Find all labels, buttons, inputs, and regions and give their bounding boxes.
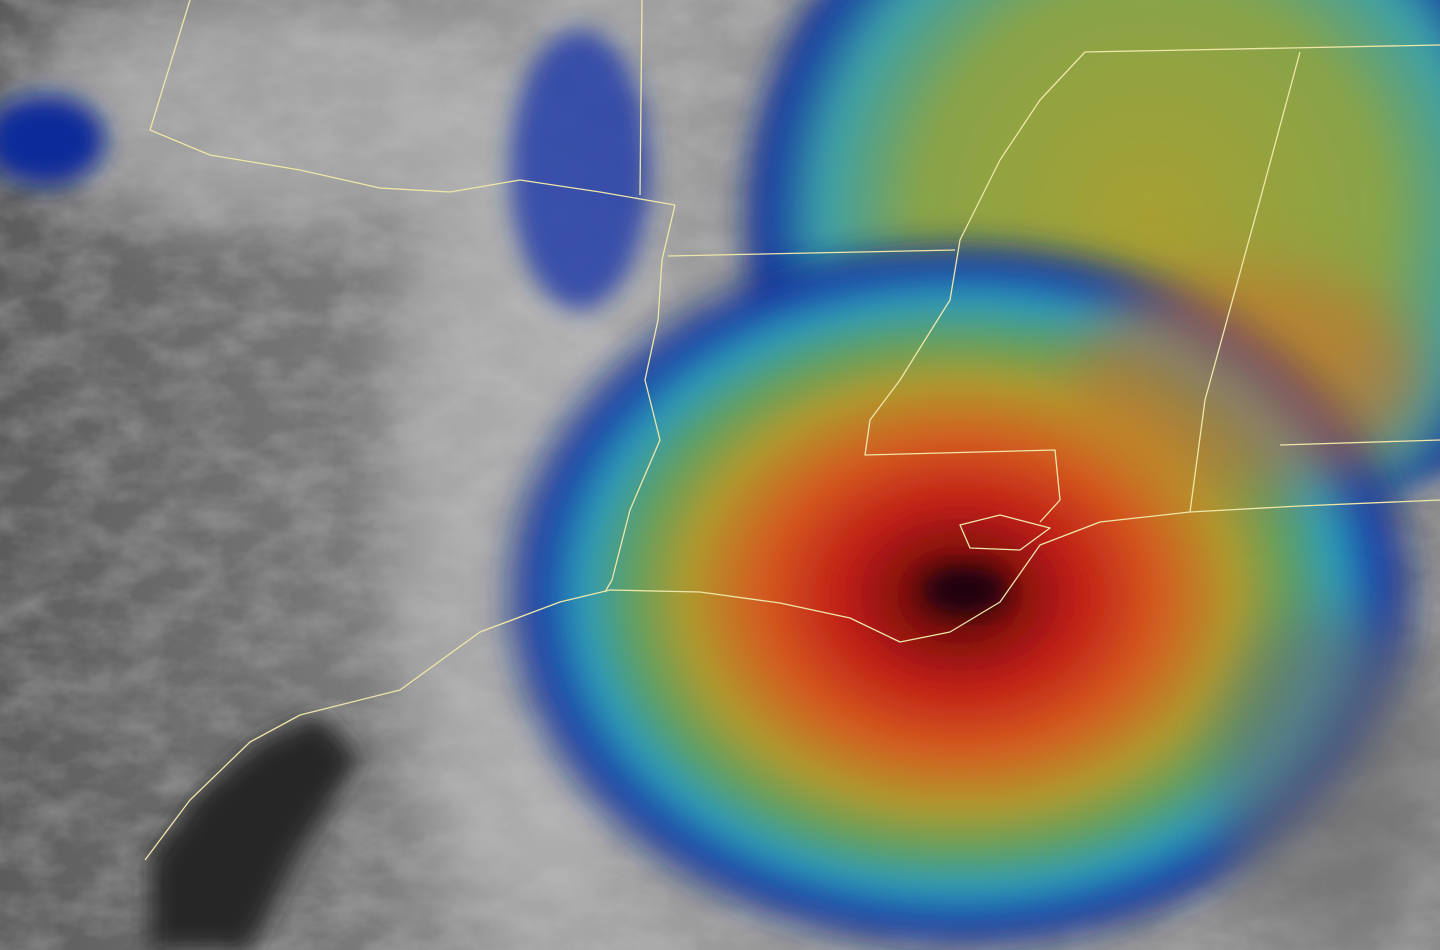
clear-area [1220, 610, 1440, 950]
rain-band [1070, 270, 1430, 490]
border [639, 0, 643, 196]
state-borders [149, 0, 1440, 593]
hurricane-eye [923, 568, 1007, 612]
gulf-water [150, 715, 360, 950]
border [667, 249, 956, 257]
border [1189, 51, 1301, 513]
border [1279, 439, 1440, 446]
border [864, 51, 1086, 523]
border [149, 0, 676, 206]
border [1084, 44, 1440, 53]
cloud-cold-top [0, 95, 105, 185]
border [604, 204, 676, 593]
lake [959, 514, 1051, 551]
cloud-cold-top [510, 30, 650, 310]
coastline [144, 499, 1440, 861]
